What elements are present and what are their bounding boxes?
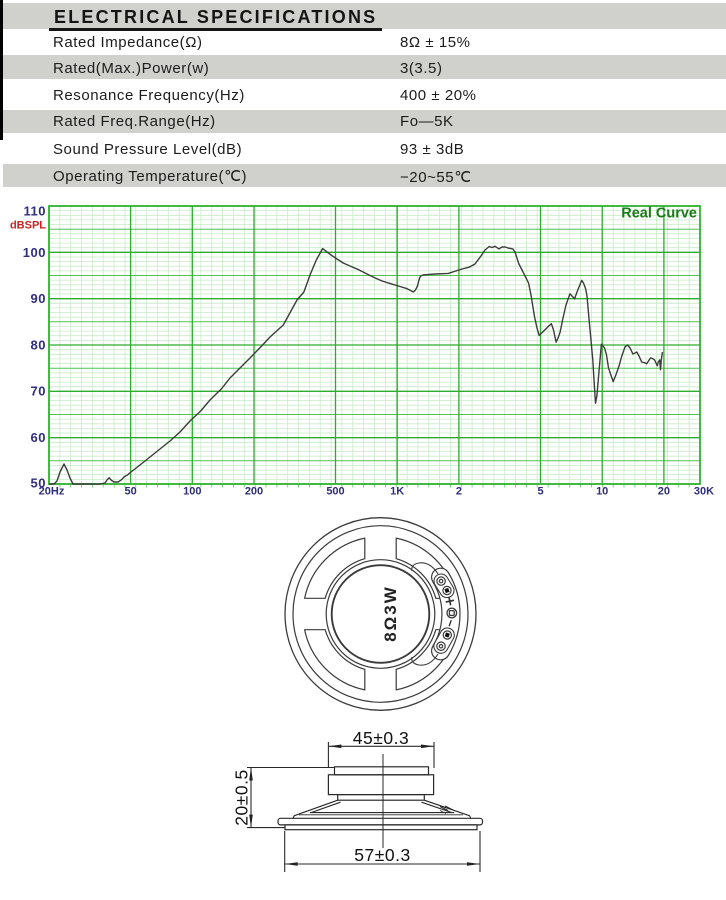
svg-text:20Hz: 20Hz — [39, 486, 65, 498]
svg-text:45±0.3: 45±0.3 — [353, 728, 409, 748]
svg-text:60: 60 — [31, 430, 46, 445]
svg-text:30K: 30K — [694, 486, 714, 498]
svg-text:500: 500 — [326, 486, 344, 498]
svg-text:90: 90 — [31, 291, 46, 306]
svg-text:100: 100 — [183, 486, 201, 498]
svg-text:1K: 1K — [390, 486, 404, 498]
svg-text:57±0.3: 57±0.3 — [354, 845, 410, 865]
svg-text:200: 200 — [245, 486, 263, 498]
svg-text:110: 110 — [24, 204, 46, 219]
svg-text:5: 5 — [537, 486, 543, 498]
svg-text:20±0.5: 20±0.5 — [232, 769, 252, 825]
svg-text:50: 50 — [124, 486, 136, 498]
svg-text:50: 50 — [31, 476, 46, 491]
svg-text:8Ω3W: 8Ω3W — [381, 585, 400, 642]
svg-text:80: 80 — [31, 337, 46, 352]
svg-text:20: 20 — [658, 486, 670, 498]
svg-text:10: 10 — [596, 486, 608, 498]
svg-text:2: 2 — [456, 486, 462, 498]
svg-text:dBSPL: dBSPL — [10, 220, 46, 232]
svg-text:70: 70 — [31, 384, 46, 399]
svg-text:100: 100 — [23, 245, 46, 260]
svg-text:Real Curve: Real Curve — [621, 206, 697, 222]
